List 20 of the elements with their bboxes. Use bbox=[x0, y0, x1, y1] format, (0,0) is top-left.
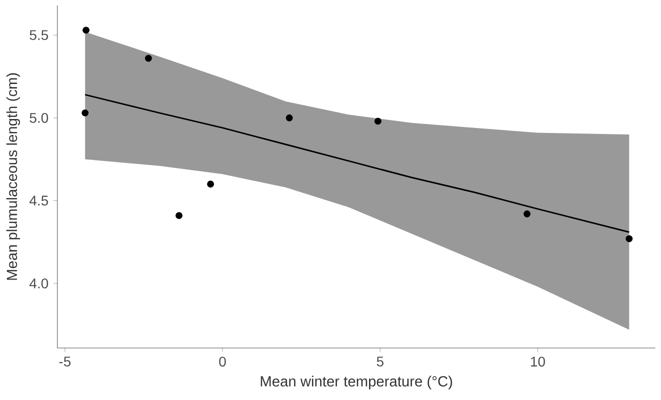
x-tick-label: 0 bbox=[219, 356, 226, 367]
point bbox=[207, 180, 214, 188]
y-tick-label: 5.0 bbox=[30, 112, 48, 123]
line-series bbox=[84, 94, 630, 233]
x-axis-title: Mean winter temperature (°C) bbox=[260, 376, 452, 390]
x-tick-label: 10 bbox=[531, 356, 545, 367]
x-tick-label: -5 bbox=[59, 356, 71, 366]
x-tick-label: 5 bbox=[376, 356, 384, 366]
y-axis-title: Mean plumulaceous length (cm) bbox=[6, 73, 20, 280]
point bbox=[374, 118, 382, 125]
point bbox=[82, 109, 89, 116]
point bbox=[524, 210, 530, 218]
y-tick-label: 5.5 bbox=[30, 30, 48, 40]
point bbox=[286, 114, 293, 122]
point bbox=[144, 54, 152, 62]
y-tick-label: 4.5 bbox=[29, 196, 48, 206]
y-tick-label: 4.0 bbox=[29, 278, 48, 288]
point bbox=[626, 235, 633, 242]
point bbox=[82, 26, 90, 34]
point bbox=[176, 212, 182, 220]
